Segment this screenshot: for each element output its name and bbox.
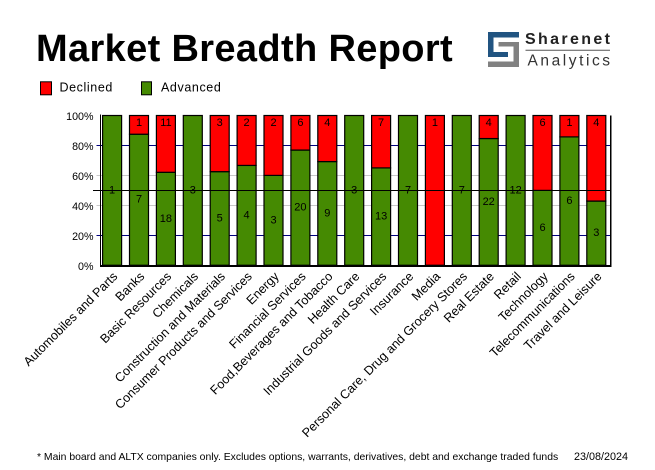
svg-text:6: 6 bbox=[297, 117, 303, 129]
svg-text:3: 3 bbox=[593, 227, 599, 239]
svg-text:3: 3 bbox=[351, 184, 357, 196]
svg-text:1: 1 bbox=[566, 117, 572, 129]
svg-text:20: 20 bbox=[294, 202, 306, 214]
svg-text:* Main board and ALTX companie: * Main board and ALTX companies only. Ex… bbox=[37, 452, 558, 463]
svg-text:1: 1 bbox=[432, 117, 438, 129]
svg-text:Market Breadth Report: Market Breadth Report bbox=[36, 28, 453, 70]
svg-text:9: 9 bbox=[324, 207, 330, 219]
svg-text:6: 6 bbox=[566, 195, 572, 207]
svg-text:6: 6 bbox=[539, 222, 545, 234]
svg-text:0%: 0% bbox=[78, 261, 94, 273]
svg-text:Analytics: Analytics bbox=[528, 53, 611, 70]
svg-text:3: 3 bbox=[217, 117, 223, 129]
svg-text:100%: 100% bbox=[66, 111, 94, 123]
svg-text:13: 13 bbox=[375, 211, 387, 223]
svg-text:4: 4 bbox=[486, 117, 492, 129]
svg-text:60%: 60% bbox=[72, 171, 94, 183]
svg-text:3: 3 bbox=[190, 184, 196, 196]
svg-text:7: 7 bbox=[378, 117, 384, 129]
svg-text:2: 2 bbox=[270, 117, 276, 129]
svg-text:40%: 40% bbox=[72, 201, 94, 213]
svg-text:7: 7 bbox=[405, 184, 411, 196]
svg-text:11: 11 bbox=[160, 117, 171, 129]
svg-text:4: 4 bbox=[244, 209, 250, 221]
svg-text:12: 12 bbox=[509, 184, 521, 196]
svg-text:5: 5 bbox=[217, 212, 223, 224]
svg-text:18: 18 bbox=[160, 213, 172, 225]
svg-text:1: 1 bbox=[136, 117, 142, 129]
svg-text:4: 4 bbox=[593, 117, 599, 129]
svg-text:80%: 80% bbox=[72, 141, 94, 153]
svg-text:Declined: Declined bbox=[60, 81, 113, 95]
svg-text:20%: 20% bbox=[72, 231, 94, 243]
svg-text:7: 7 bbox=[459, 184, 465, 196]
svg-text:22: 22 bbox=[483, 196, 495, 208]
svg-text:3: 3 bbox=[270, 214, 276, 226]
svg-text:1: 1 bbox=[109, 184, 115, 196]
svg-text:6: 6 bbox=[539, 117, 545, 129]
svg-text:23/08/2024: 23/08/2024 bbox=[574, 451, 628, 463]
svg-text:4: 4 bbox=[324, 117, 330, 129]
svg-text:Advanced: Advanced bbox=[161, 81, 221, 95]
svg-text:7: 7 bbox=[136, 194, 142, 206]
svg-text:2: 2 bbox=[244, 117, 250, 129]
